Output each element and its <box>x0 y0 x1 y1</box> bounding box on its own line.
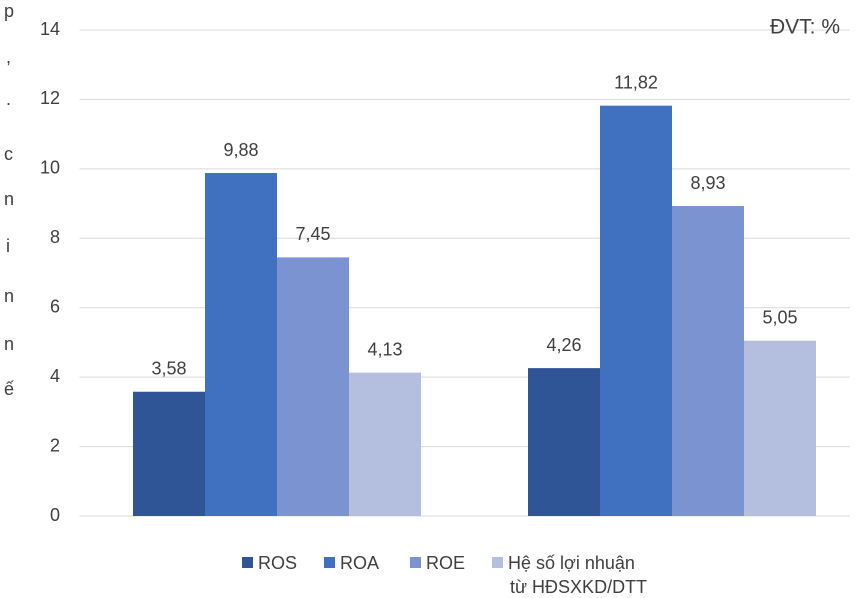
legend-swatch <box>324 557 335 568</box>
legend-swatch <box>410 557 421 568</box>
margin-text: . <box>6 89 11 109</box>
value-label: 9,88 <box>223 140 258 160</box>
unit-annotation: ĐVT: % <box>770 16 840 39</box>
margin-fragments: p , . c n i n n ế <box>4 1 14 399</box>
legend-label: ROS <box>258 553 297 573</box>
bar <box>349 372 421 516</box>
margin-text: ế <box>4 379 14 399</box>
margin-text: , <box>6 47 11 67</box>
bar <box>205 173 277 516</box>
value-label: 3,58 <box>151 358 186 378</box>
value-label: 4,13 <box>367 339 402 359</box>
y-tick-label: 8 <box>50 227 60 247</box>
legend-swatch <box>492 557 503 568</box>
margin-text: n <box>4 334 14 354</box>
legend-swatch <box>242 557 253 568</box>
bar <box>600 105 672 517</box>
margin-text: n <box>4 286 14 306</box>
y-tick-label: 12 <box>40 88 60 108</box>
y-tick-label: 6 <box>50 296 60 316</box>
legend-label: ROA <box>340 553 379 573</box>
margin-text: n <box>4 189 14 209</box>
value-label: 8,93 <box>690 173 725 193</box>
y-tick-label: 10 <box>40 158 60 178</box>
y-tick-label: 2 <box>50 435 60 455</box>
y-tick-label: 4 <box>50 366 60 386</box>
margin-text: c <box>4 144 13 164</box>
value-label: 7,45 <box>295 224 330 244</box>
value-label: 11,82 <box>614 72 658 92</box>
value-label: 4,26 <box>546 335 581 355</box>
bar <box>672 206 744 516</box>
y-tick-label: 0 <box>50 505 60 525</box>
margin-text: p <box>4 1 14 21</box>
bar <box>277 257 349 516</box>
bar <box>528 368 600 516</box>
legend-label: ROE <box>426 553 465 573</box>
bar <box>133 391 205 516</box>
value-label: 5,05 <box>762 307 797 327</box>
y-tick-label: 14 <box>40 19 60 39</box>
legend-label: Hệ số lợi nhuận từ HĐSXKD/DTT <box>508 553 647 597</box>
bar <box>744 340 816 516</box>
margin-text: i <box>6 236 10 256</box>
